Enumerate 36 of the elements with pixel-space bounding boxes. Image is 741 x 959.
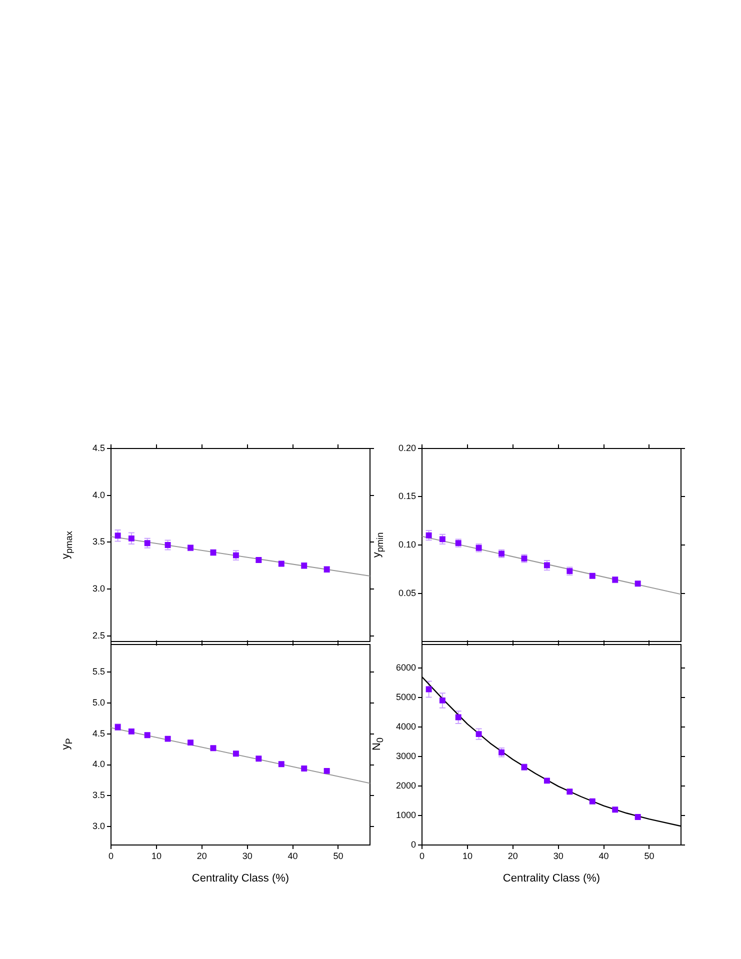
y-tick-label: 0.05 — [398, 588, 416, 598]
y-tick-label: 4.5 — [92, 442, 105, 453]
x-tick-label: 40 — [598, 850, 609, 861]
y-tick-label: 0 — [410, 839, 416, 850]
y-tick-label: 0.10 — [398, 539, 416, 550]
y-tick-label: 6000 — [396, 662, 416, 672]
x-tick-label: 50 — [644, 850, 654, 861]
x-tick-label: 10 — [151, 850, 162, 861]
x-tick-label: 0 — [108, 850, 114, 861]
y-tick-label: 3000 — [396, 750, 416, 761]
y-tick-label: 3.5 — [92, 790, 105, 800]
y-tick-label: 4.0 — [92, 490, 105, 500]
y-tick-label: 0.20 — [398, 442, 416, 453]
y-tick-label: 3.5 — [92, 536, 105, 547]
x-tick-label: 30 — [242, 850, 252, 861]
x-tick-label: 50 — [333, 850, 344, 861]
y-tick-label: 2.5 — [92, 630, 105, 640]
x-tick-label: 20 — [508, 850, 518, 861]
y-tick-label: 3.0 — [92, 584, 105, 594]
y-tick-label: 4000 — [396, 721, 416, 732]
x-tick-label: 40 — [288, 850, 298, 861]
y-tick-label: 5000 — [396, 692, 416, 702]
y-tick-label: 2000 — [396, 780, 416, 790]
x-tick-label: 20 — [196, 850, 207, 861]
x-tick-label: 10 — [462, 850, 472, 861]
y-tick-label: 5.0 — [92, 698, 105, 708]
y-tick-label: 4.5 — [92, 728, 105, 738]
x-tick-label: 30 — [553, 850, 564, 861]
y-tick-label: 0.15 — [398, 491, 416, 502]
y-tick-label: 4.0 — [92, 759, 105, 770]
x-axis-title: Centrality Class (%) — [192, 872, 290, 884]
x-tick-label: 0 — [419, 850, 425, 861]
y-tick-label: 3.0 — [92, 820, 105, 831]
y-tick-label: 5.5 — [92, 666, 105, 677]
x-axis-title: Centrality Class (%) — [502, 872, 600, 884]
y-tick-label: 1000 — [396, 810, 416, 820]
